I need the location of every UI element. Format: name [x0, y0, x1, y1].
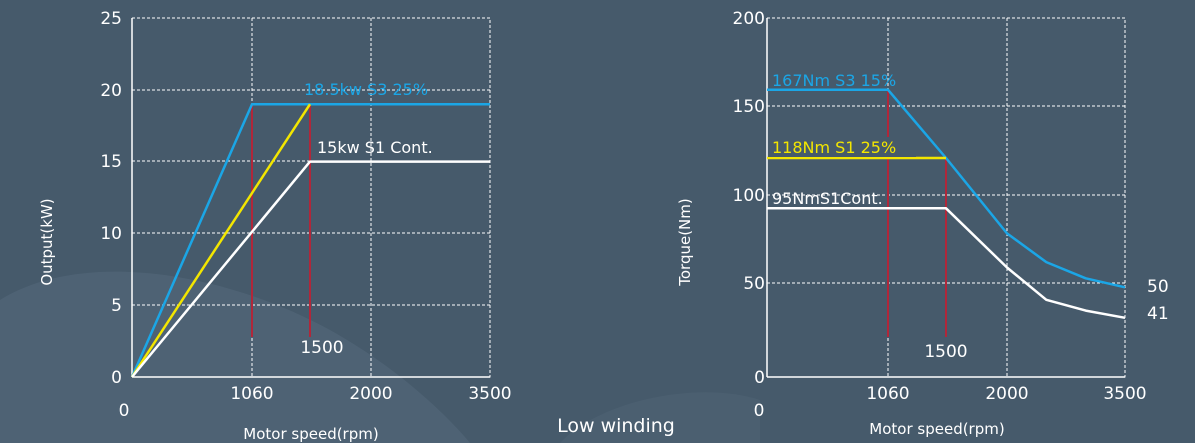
- series-line: [130, 103, 312, 378]
- y-tick-label: 150: [733, 97, 765, 117]
- torque-chart: 200 150 100 50 0 1060 2000 3500 0 Motor speed(rpm…: [676, 9, 1169, 438]
- speed-marker-label: 1500: [300, 338, 343, 358]
- x-axis-label: Motor speed(rpm): [243, 425, 378, 443]
- background-photo-shape: [560, 392, 760, 443]
- series-line: [767, 88, 1126, 289]
- speed-marker-label: 1500: [924, 342, 967, 362]
- series-line: [767, 207, 1126, 320]
- y-axis-label: Output(kW): [38, 198, 56, 285]
- series-legend-label: 167Nm S3 15%: [772, 71, 896, 90]
- y-tick-label: 25: [100, 9, 122, 29]
- x-tick-label: 1060: [866, 384, 909, 404]
- y-tick-label: 10: [100, 224, 122, 244]
- x-tick-label: 2000: [349, 384, 392, 404]
- y-tick-label: 200: [733, 9, 765, 29]
- end-value-label: 41: [1147, 304, 1169, 324]
- series-line: [130, 102, 490, 378]
- y-tick-label: 20: [100, 81, 122, 101]
- x-origin-label: 0: [119, 401, 130, 421]
- x-tick-label: 1060: [230, 384, 273, 404]
- x-tick-label: 3500: [468, 384, 511, 404]
- background-photo-shape: [0, 271, 470, 443]
- y-axis-label: Torque(Nm): [676, 198, 694, 287]
- series-legend-label: 15kw S1 Cont.: [317, 138, 433, 157]
- x-axis-label: Motor speed(rpm): [869, 420, 1004, 438]
- y-tick-label: 50: [743, 274, 765, 294]
- legend-label-background: [768, 137, 916, 157]
- winding-caption: Low winding: [557, 415, 675, 437]
- y-tick-label: 100: [733, 186, 765, 206]
- output-chart: 25 20 15 10 5 0 1060 2000 3500 0 Motor speed(rpm) O…: [38, 9, 512, 443]
- series-legend-label: 18.5kw S3 25%: [304, 80, 428, 99]
- y-tick-label: 15: [100, 152, 122, 172]
- end-value-label: 50: [1147, 277, 1169, 297]
- y-tick-label: 0: [111, 368, 122, 388]
- x-tick-label: 3500: [1103, 384, 1146, 404]
- y-tick-label: 5: [111, 296, 122, 316]
- x-tick-label: 2000: [985, 384, 1028, 404]
- series-line: [131, 160, 490, 378]
- x-origin-label: 0: [754, 401, 765, 421]
- series-legend-label: 118Nm S1 25%: [772, 138, 896, 157]
- series-legend-label: 95NmS1Cont.: [772, 189, 883, 208]
- y-tick-label: 0: [754, 368, 765, 388]
